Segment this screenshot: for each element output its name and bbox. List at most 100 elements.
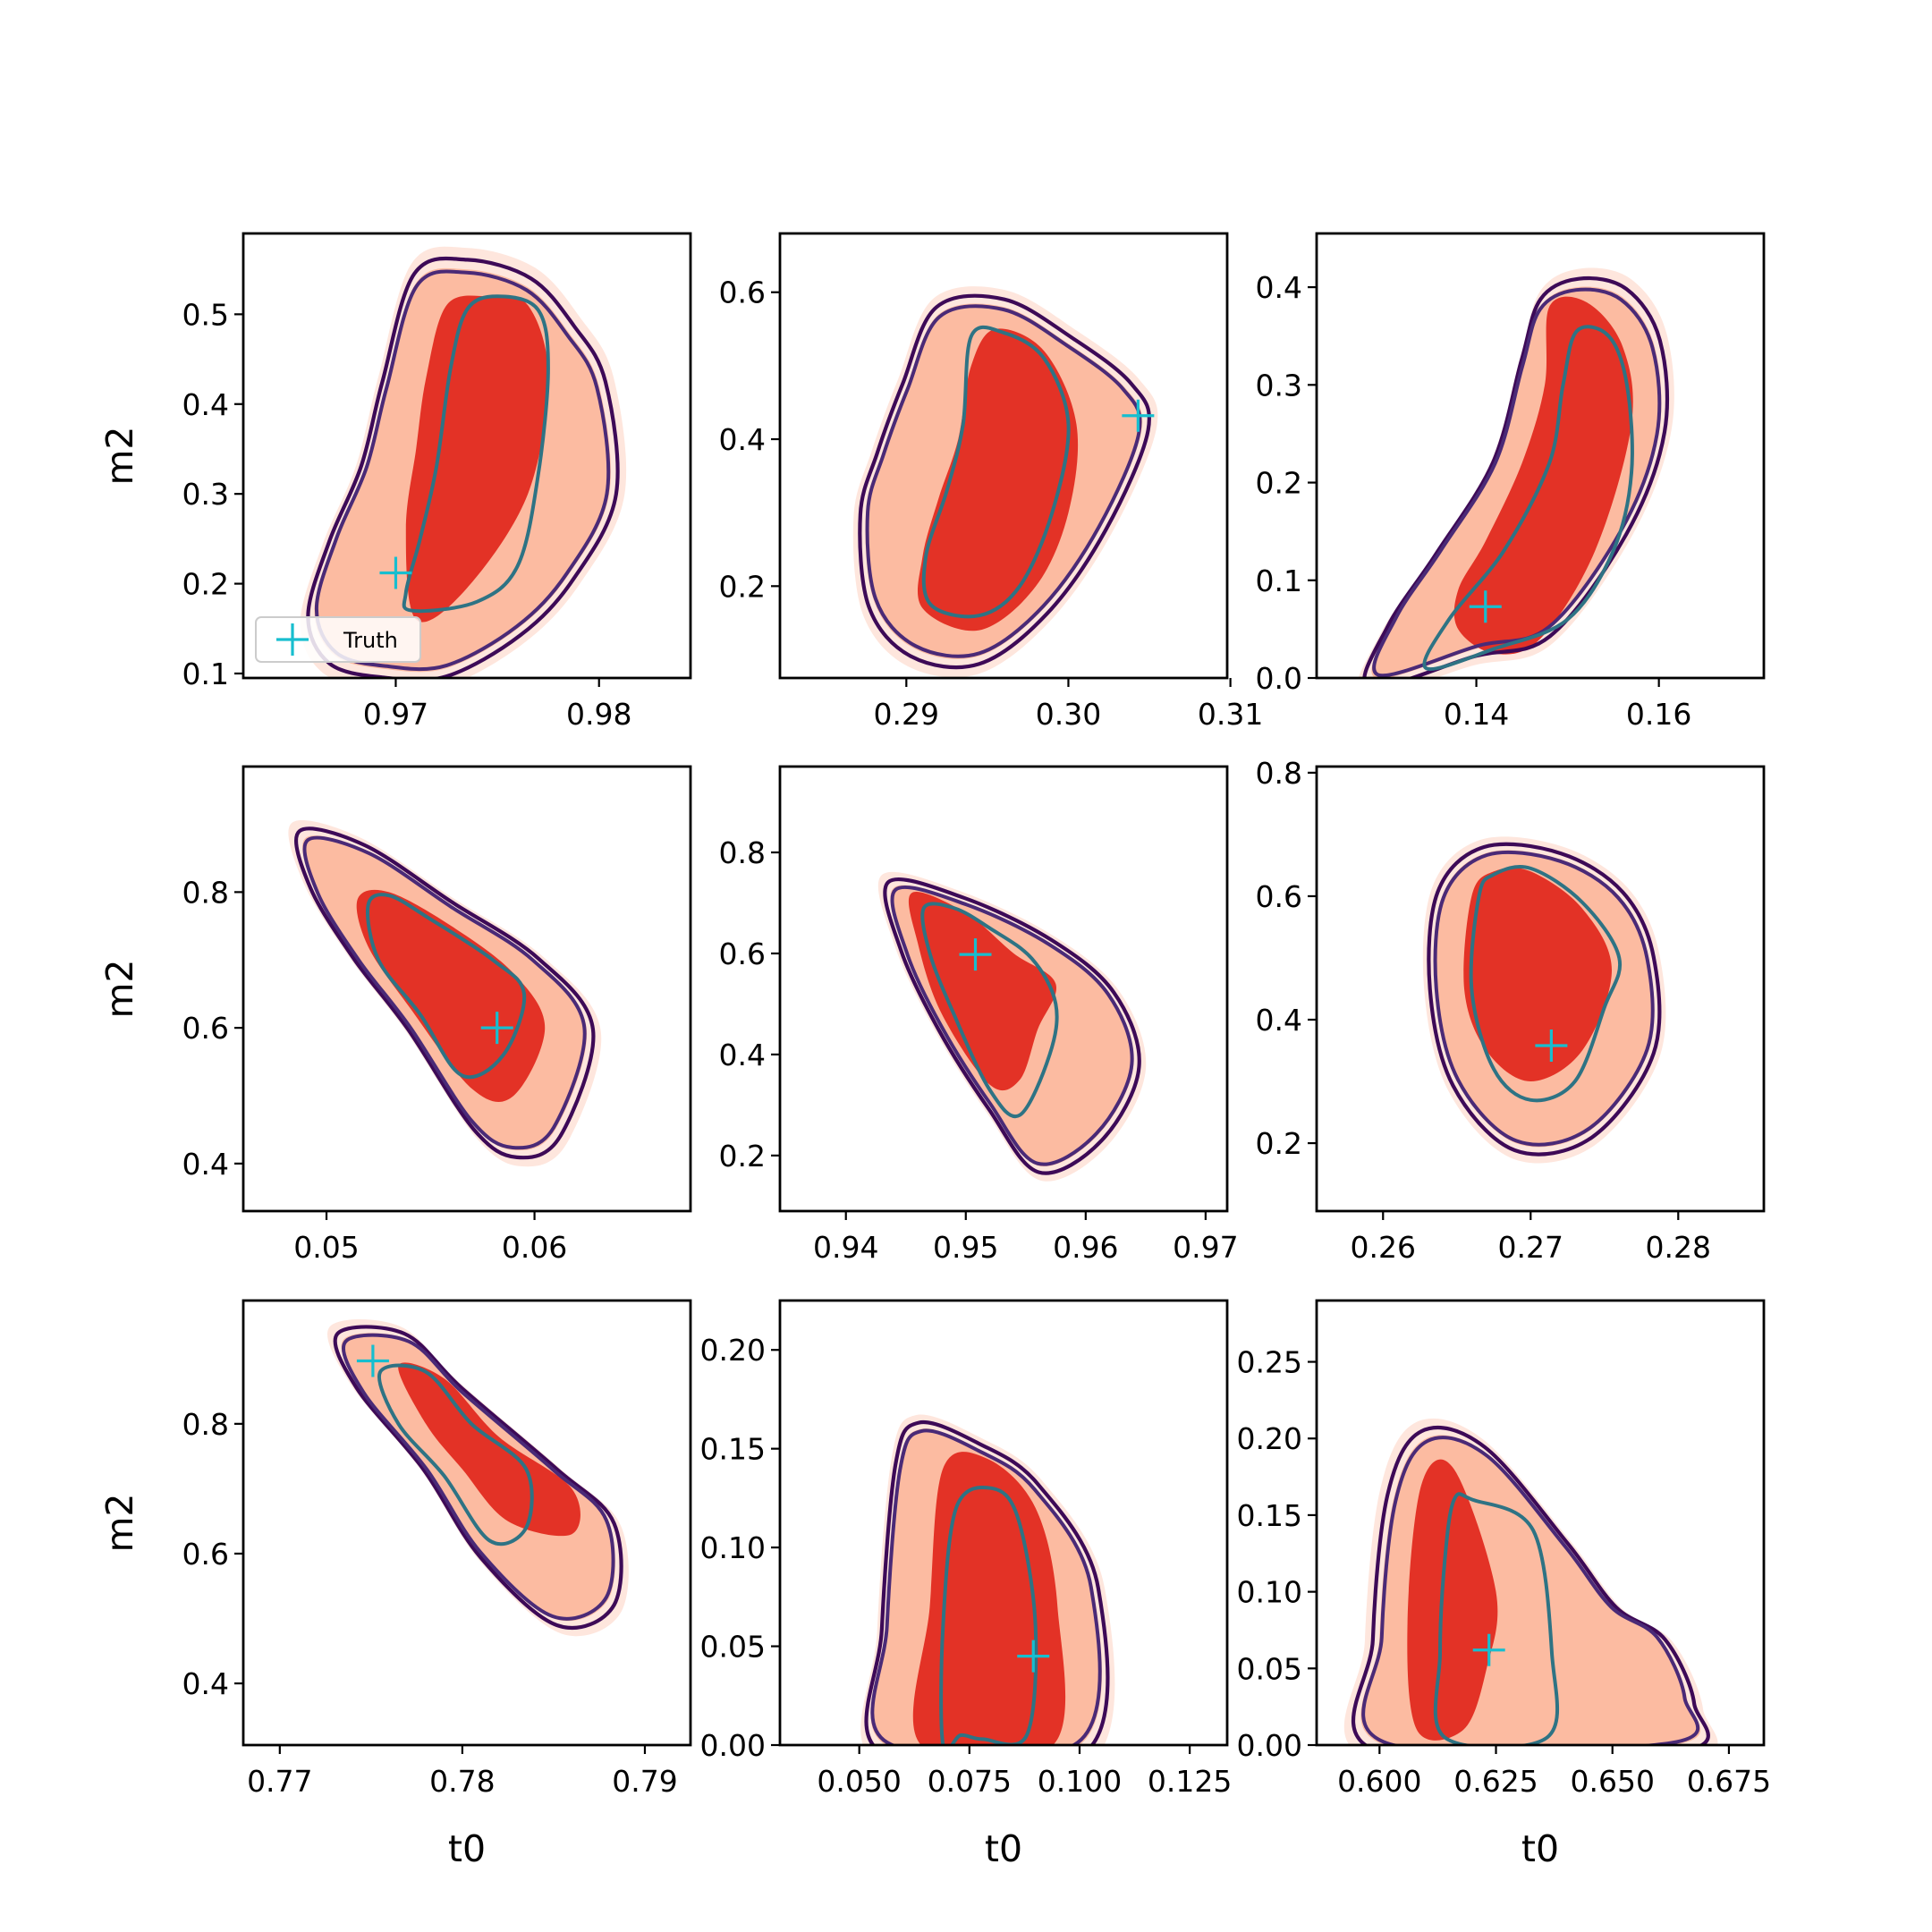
y-tick-label: 0.00 [700,1728,766,1763]
y-tick-label: 0.8 [182,875,229,910]
truth-marker [1469,590,1502,623]
y-tick-label: 0.4 [1256,270,1302,305]
x-tick-label: 0.125 [1148,1764,1232,1799]
y-tick-label: 0.10 [1237,1575,1302,1610]
contour-line-inner [366,893,527,1080]
y-tick-label: 0.4 [182,1147,229,1182]
x-tick-label: 0.050 [817,1764,901,1799]
plot-area [1422,836,1666,1164]
y-tick-label: 0.4 [182,1666,229,1701]
density-fill-inner [1407,1459,1498,1741]
density-fill-inner [356,889,546,1103]
y-tick-label: 0.1 [1256,564,1302,598]
panel-2: 0.29 0.30 0.31 0.2 0.4 0.6 [719,232,1263,732]
contour-line-mid [1361,1436,1700,1745]
truth-marker [1535,1030,1568,1063]
y-tick-label: 0.6 [182,1537,229,1572]
x-tick-label: 0.26 [1351,1230,1416,1265]
x-tick-label: 0.79 [612,1764,677,1799]
x-tick-label: 0.28 [1646,1230,1711,1265]
contour-line-mid [1372,287,1662,678]
contour-line-inner [1422,325,1634,672]
contour-line-mid [865,304,1142,658]
plot-area [327,1319,629,1637]
plot-area [1343,1418,1718,1745]
y-tick-label: 0.00 [1237,1728,1302,1763]
y-tick-label: 0.2 [1256,466,1302,501]
axes-frame [778,232,1229,680]
legend-box [255,616,421,663]
x-tick-label: 0.05 [293,1230,359,1265]
x-tick-label: 0.97 [1173,1230,1238,1265]
contour-line-inner [920,902,1059,1119]
plot-area [852,286,1158,678]
axes-frame [242,1299,692,1747]
legend: Truth [255,616,421,663]
y-tick-label: 0.3 [182,477,229,512]
legend-label: Truth [343,628,398,653]
x-tick-label: 0.06 [502,1230,567,1265]
x-tick-label: 0.600 [1337,1764,1421,1799]
axes-frame [242,232,692,680]
axes-frame [242,765,692,1213]
x-tick-label: 0.97 [363,697,428,732]
plot-area [860,1414,1115,1745]
contour-line-mid [314,269,611,672]
x-tick-label: 0.78 [429,1764,495,1799]
contour-line-mid [302,835,587,1150]
y-tick-label: 0.6 [719,275,766,310]
plot-area [1358,267,1674,678]
contour-line-mid [341,1333,615,1621]
x-tick-label: 0.075 [928,1764,1012,1799]
legend-truth-marker [276,623,309,656]
truth-marker [1122,399,1155,432]
panel-8: 0.050 0.075 0.100 0.125 0.00 0.05 0.10 0.15 0.20… [700,1299,1232,1870]
contour-line-inner [1469,865,1623,1103]
y-tick-label: 0.0 [1256,661,1302,696]
y-tick-label: 0.6 [182,1011,229,1046]
y-tick-label: 0.8 [1256,756,1302,791]
contour-line-inner [939,1485,1038,1745]
panel-9: 0.600 0.625 0.650 0.675 0.00 0.05 0.10 0.15 0.20… [1237,1299,1771,1870]
panel-6: 0.26 0.27 0.28 0.2 0.4 0.6 0.8 [1256,756,1766,1265]
plot-area [300,246,627,678]
contour-line-outer [864,1419,1110,1745]
x-tick-label: 0.77 [247,1764,312,1799]
panel-5: 0.94 0.95 0.96 0.97 0.2 0.4 0.6 0.8 [719,765,1239,1265]
density-fill-inner [908,892,1057,1091]
axes-frame [1315,1299,1766,1747]
y-tick-label: 0.2 [1256,1126,1302,1161]
truth-marker [356,1344,389,1377]
truth-marker [1017,1640,1050,1673]
y-tick-label: 0.2 [719,1139,766,1174]
contour-line-mid [890,885,1134,1166]
x-tick-label: 0.14 [1444,697,1509,732]
x-tick-label: 0.675 [1687,1764,1771,1799]
x-tick-label: 0.94 [813,1230,878,1265]
panel-3: 0.14 0.16 0.0 0.1 0.2 0.3 0.4 [1256,232,1766,732]
y-axis-label: m2 [98,959,141,1018]
density-fill-inner [398,1362,580,1537]
contour-line-outer [306,256,620,678]
truth-marker [379,556,412,589]
y-tick-label: 0.05 [700,1630,766,1665]
y-tick-label: 0.25 [1237,1345,1302,1380]
y-tick-label: 0.2 [182,567,229,602]
y-tick-label: 0.8 [719,835,766,870]
panel-4: 0.05 0.06 0.4 0.6 0.8 m2 [98,765,692,1265]
axes-frame [1315,765,1766,1213]
contour-line-inner [402,294,550,614]
y-tick-label: 0.8 [182,1407,229,1442]
panel-1: 0.97 0.98 0.1 0.2 0.3 0.4 0.5 m2 Truth [98,232,692,732]
y-tick-label: 0.4 [719,1038,766,1072]
y-tick-label: 0.05 [1237,1651,1302,1686]
density-fill-inner [1463,867,1612,1081]
y-tick-label: 0.10 [700,1530,766,1565]
contour-line-inner [1433,1492,1560,1745]
x-axis-label: t0 [448,1827,486,1870]
truth-marker [480,1012,513,1045]
contour-line-inner [377,1363,534,1546]
contour-line-inner [921,326,1071,619]
x-tick-label: 0.16 [1626,697,1691,732]
